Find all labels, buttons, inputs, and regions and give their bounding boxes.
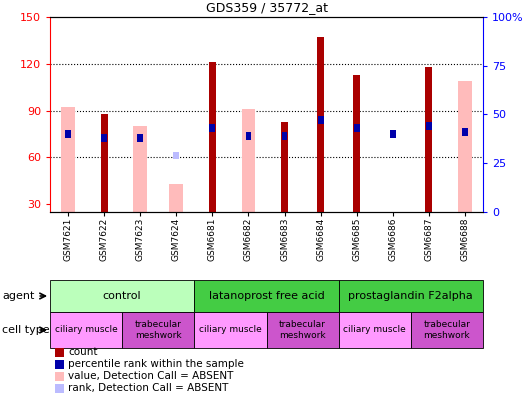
Text: ciliary muscle: ciliary muscle bbox=[55, 326, 118, 335]
Bar bbox=[138, 134, 143, 142]
Bar bbox=[425, 67, 433, 212]
Bar bbox=[195, 312, 267, 348]
Bar bbox=[426, 122, 432, 130]
Text: trabecular
meshwork: trabecular meshwork bbox=[135, 320, 181, 340]
Title: GDS359 / 35772_at: GDS359 / 35772_at bbox=[206, 2, 327, 14]
Text: ciliary muscle: ciliary muscle bbox=[199, 326, 262, 335]
Bar bbox=[339, 280, 483, 312]
Text: latanoprost free acid: latanoprost free acid bbox=[209, 291, 324, 301]
Bar bbox=[462, 128, 468, 136]
Bar bbox=[353, 75, 360, 212]
Bar bbox=[267, 312, 339, 348]
Bar bbox=[50, 312, 122, 348]
Text: rank, Detection Call = ABSENT: rank, Detection Call = ABSENT bbox=[68, 383, 229, 393]
Bar bbox=[339, 312, 411, 348]
Bar bbox=[101, 134, 107, 142]
Bar bbox=[318, 116, 324, 124]
Text: count: count bbox=[68, 347, 97, 357]
Bar bbox=[122, 312, 195, 348]
Text: percentile rank within the sample: percentile rank within the sample bbox=[68, 359, 244, 369]
Text: prostaglandin F2alpha: prostaglandin F2alpha bbox=[348, 291, 473, 301]
Bar bbox=[133, 126, 147, 212]
Bar bbox=[174, 152, 179, 159]
Bar bbox=[209, 62, 216, 212]
Bar bbox=[242, 109, 255, 212]
Bar bbox=[317, 37, 324, 212]
Text: value, Detection Call = ABSENT: value, Detection Call = ABSENT bbox=[68, 371, 233, 381]
Bar bbox=[195, 280, 339, 312]
Bar bbox=[65, 130, 71, 138]
Bar bbox=[50, 280, 195, 312]
Bar bbox=[210, 124, 215, 132]
Text: trabecular
meshwork: trabecular meshwork bbox=[279, 320, 326, 340]
Bar bbox=[100, 114, 108, 212]
Bar bbox=[354, 124, 360, 132]
Bar bbox=[281, 122, 288, 212]
Text: cell type: cell type bbox=[2, 325, 50, 335]
Bar bbox=[246, 132, 252, 140]
Bar bbox=[169, 184, 183, 212]
Text: control: control bbox=[103, 291, 142, 301]
Text: agent: agent bbox=[2, 291, 35, 301]
Bar bbox=[458, 81, 472, 212]
Bar bbox=[282, 132, 288, 140]
Bar bbox=[411, 312, 483, 348]
Bar bbox=[61, 107, 75, 212]
Bar bbox=[390, 130, 396, 138]
Text: ciliary muscle: ciliary muscle bbox=[344, 326, 406, 335]
Text: trabecular
meshwork: trabecular meshwork bbox=[424, 320, 470, 340]
